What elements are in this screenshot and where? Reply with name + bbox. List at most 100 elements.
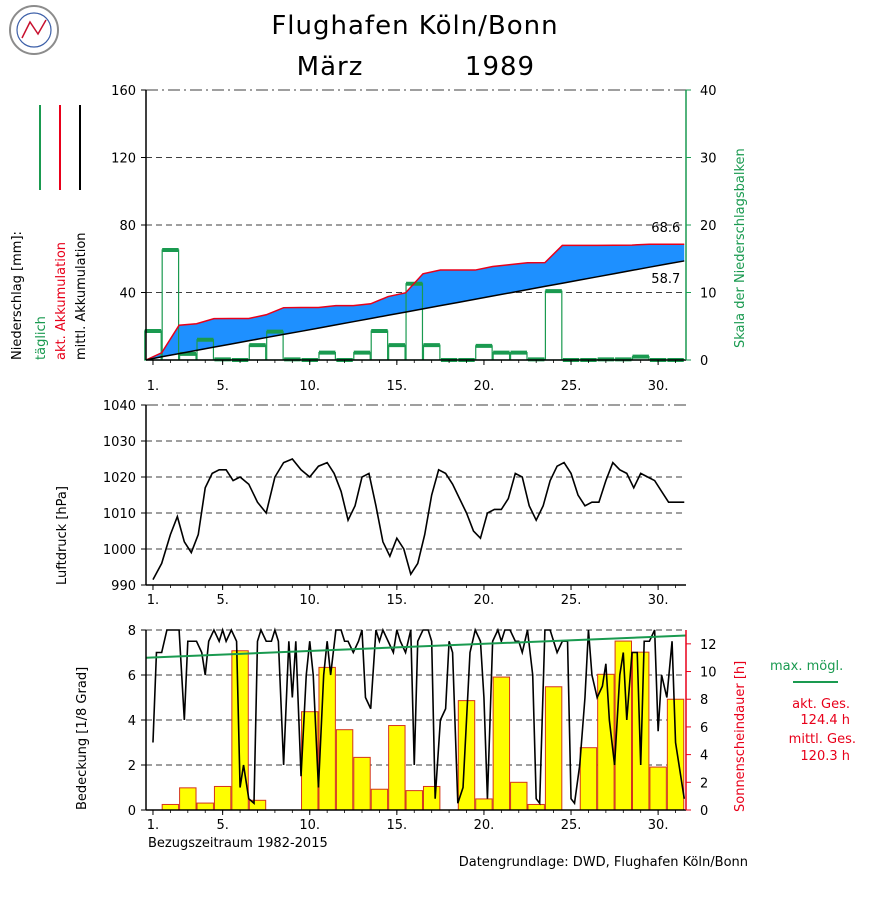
x-tick-label: 1.: [147, 818, 159, 833]
y-tick-label: 1010: [103, 507, 136, 522]
x-tick-label: 5.: [216, 593, 228, 608]
y-tick-label: 1040: [103, 399, 136, 414]
pressure-panel: 990 1000 1010 1020 1030 1040 1. 5. 10. 15. 20. 25.…: [55, 399, 686, 608]
y2-tick-label: 0: [700, 354, 708, 369]
x-tick-label: 25.: [561, 593, 582, 608]
sunshine-bar: [649, 766, 667, 811]
x-tick-label: 30.: [648, 379, 669, 394]
daily-precipitation-bar: [388, 344, 406, 361]
sunshine-bar: [492, 676, 511, 811]
legend-mean-total-label: mittl. Ges.: [789, 732, 856, 747]
y-tick-label: 6: [128, 669, 136, 684]
reference-period: Bezugszeitraum 1982-2015: [148, 836, 328, 851]
sunshine-bar: [666, 698, 685, 811]
y-tick-label: 160: [111, 84, 136, 99]
cloud-sunshine-panel: 0 2 4 6 8 0 2 4 6 8 10 12 1. 5. 10. 15. 20. 25. 30. Bede…: [75, 624, 748, 833]
daily-precipitation-bar: [544, 290, 563, 361]
y2-tick-label: 2: [700, 776, 708, 791]
y-tick-label: 2: [128, 759, 136, 774]
precipitation-ylabel: Niederschlag [mm]:: [10, 231, 25, 360]
y-tick-label: 40: [119, 287, 136, 302]
sunshine-bar: [422, 785, 441, 811]
daily-precipitation-bar: [475, 345, 493, 361]
daily-precipitation-bar: [370, 330, 389, 361]
actual-accumulation-line: [145, 243, 685, 361]
legend-actual-accumulation: akt. Akkumulation: [54, 242, 69, 360]
x-tick-label: 25.: [561, 818, 582, 833]
x-tick-label: 15.: [386, 379, 407, 394]
sunshine-bar: [527, 803, 545, 811]
precipitation-legend: Niederschlag [mm]: täglich akt. Akkumula…: [10, 105, 748, 360]
chart-year: 1989: [465, 52, 535, 82]
precipitation-bar-scale-label: Skala der Niederschlagsbalken: [733, 148, 748, 348]
x-tick-label: 20.: [474, 379, 495, 394]
sunshine-legend: max. mögl. akt. Ges. 124.4 h mittl. Ges.…: [770, 659, 856, 764]
max-possible-sunshine-line: [145, 634, 687, 659]
daily-precipitation-bar: [422, 344, 441, 361]
x-tick-label: 15.: [386, 593, 407, 608]
y-tick-label: 1030: [103, 435, 136, 450]
x-tick-label: 10.: [299, 379, 320, 394]
sunshine-bar: [179, 787, 197, 811]
x-tick-label: 10.: [299, 593, 320, 608]
sunshine-bar: [632, 651, 650, 811]
y2-tick-label: 30: [700, 152, 717, 167]
y-tick-label: 120: [111, 152, 136, 167]
y-tick-label: 80: [119, 219, 136, 234]
mean-accumulation-line: [145, 260, 685, 361]
y-tick-label: 1000: [103, 543, 136, 558]
x-tick-label: 30.: [648, 818, 669, 833]
sunshine-bar: [370, 788, 389, 811]
x-tick-label: 20.: [474, 818, 495, 833]
y2-tick-label: 6: [700, 721, 708, 736]
y-tick-label: 0: [128, 804, 136, 819]
legend-actual-total-label: akt. Ges.: [792, 697, 850, 712]
y-tick-label: 1020: [103, 471, 136, 486]
x-tick-label: 10.: [299, 818, 320, 833]
y-tick-label: 8: [128, 624, 136, 639]
x-tick-label: 1.: [147, 593, 159, 608]
sunshine-bar: [510, 781, 528, 811]
sunshine-bar: [213, 785, 232, 811]
legend-mean-total-value: 120.3 h: [800, 749, 850, 764]
x-tick-label: 30.: [648, 593, 669, 608]
station-logo: [9, 5, 59, 55]
pressure-ylabel: Luftdruck [hPa]: [55, 486, 70, 585]
y2-tick-label: 10: [700, 287, 717, 302]
mean-accumulation-value: 58.7: [651, 272, 680, 287]
sunshine-ylabel: Sonnenscheindauer [h]: [733, 661, 748, 812]
y2-tick-label: 40: [700, 84, 717, 99]
daily-precipitation-bar: [248, 344, 267, 361]
sunshine-bar: [161, 803, 180, 811]
chart-title: Flughafen Köln/Bonn: [271, 11, 558, 41]
sunshine-bar: [388, 725, 406, 811]
data-source: Datengrundlage: DWD, Flughafen Köln/Bonn: [459, 855, 748, 870]
chart-month: März: [297, 52, 364, 82]
cloud-cover-line: [152, 627, 686, 806]
x-tick-label: 25.: [561, 379, 582, 394]
x-tick-label: 5.: [216, 379, 228, 394]
sunshine-bar: [196, 802, 214, 811]
y-tick-label: 990: [111, 579, 136, 594]
y2-tick-label: 20: [700, 219, 717, 234]
actual-accumulation-value: 68.6: [651, 221, 680, 236]
x-tick-label: 1.: [147, 379, 159, 394]
y2-tick-label: 10: [700, 666, 717, 681]
y2-tick-label: 8: [700, 693, 708, 708]
y2-tick-label: 12: [700, 638, 717, 653]
y2-tick-label: 4: [700, 749, 708, 764]
legend-daily: täglich: [34, 316, 49, 360]
sunshine-bar: [353, 756, 371, 811]
x-tick-label: 20.: [474, 593, 495, 608]
legend-actual-total-value: 124.4 h: [800, 713, 850, 728]
legend-max-possible: max. mögl.: [770, 659, 843, 674]
sunshine-bar: [405, 790, 423, 811]
legend-mean-accumulation: mittl. Akkumulation: [74, 232, 89, 360]
pressure-line: [152, 458, 685, 580]
accumulation-difference-area: [146, 244, 685, 360]
sunshine-bar: [475, 798, 493, 811]
sunshine-bar: [335, 729, 354, 811]
logo-chart-icon: [21, 19, 47, 39]
x-tick-label: 5.: [216, 818, 228, 833]
